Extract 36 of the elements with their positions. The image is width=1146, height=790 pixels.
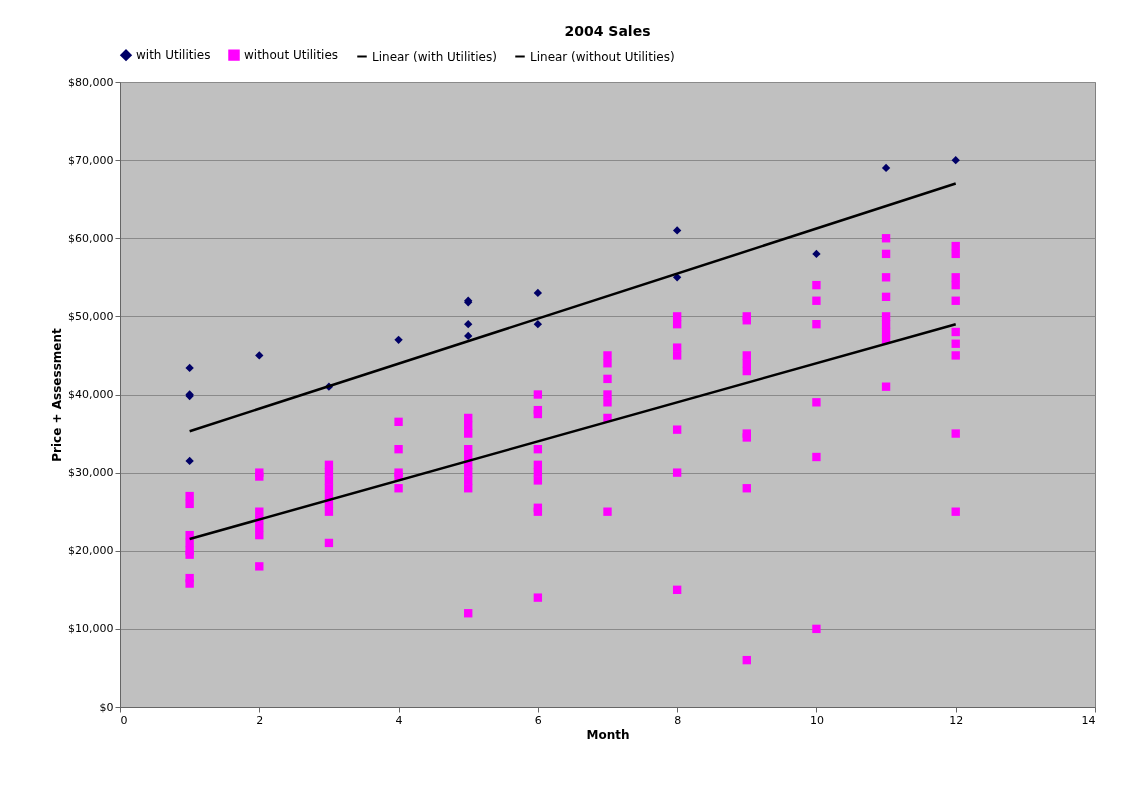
y-tick-label: $10,000 [68,622,114,636]
y-tick-label: $30,000 [68,466,114,480]
y-axis-title: Price + Assessment [50,328,65,462]
x-tick-label: 14 [1081,713,1096,727]
y-tick-label: $80,000 [68,75,114,89]
point [533,288,543,298]
point [185,363,194,373]
x-tick-label: 6 [534,713,542,727]
x-tick-label: 10 [809,713,824,727]
point [812,249,821,259]
x-tick-label: 2 [256,713,264,727]
y-tick-label: $60,000 [68,231,114,245]
y-tick-label: $40,000 [68,388,114,401]
legend-label: with Utilities [136,48,211,63]
point [672,226,682,235]
point [951,155,960,165]
point [464,320,473,329]
x-tick-label: 12 [949,713,964,727]
y-tick-label: $0 [99,700,114,714]
x-tick-label: 4 [395,713,403,727]
y-tick-label: $50,000 [68,309,114,323]
point [394,335,403,344]
x-tick-label: 0 [120,713,128,727]
y-tick-label: $70,000 [68,153,114,167]
legend-label: Linear (with Utilities) [372,49,497,64]
point [464,331,473,341]
legend-label: Linear (without Utilities) [530,49,675,64]
point [255,351,264,360]
y-tick-label: $20,000 [68,544,114,558]
point [881,163,891,173]
x-axis-title: Month [586,727,630,742]
x-tick-label: 8 [674,713,682,727]
chart-title: 2004 Sales [564,23,651,39]
legend-label: without Utilities [244,48,339,63]
point [185,456,194,466]
point [533,320,543,329]
